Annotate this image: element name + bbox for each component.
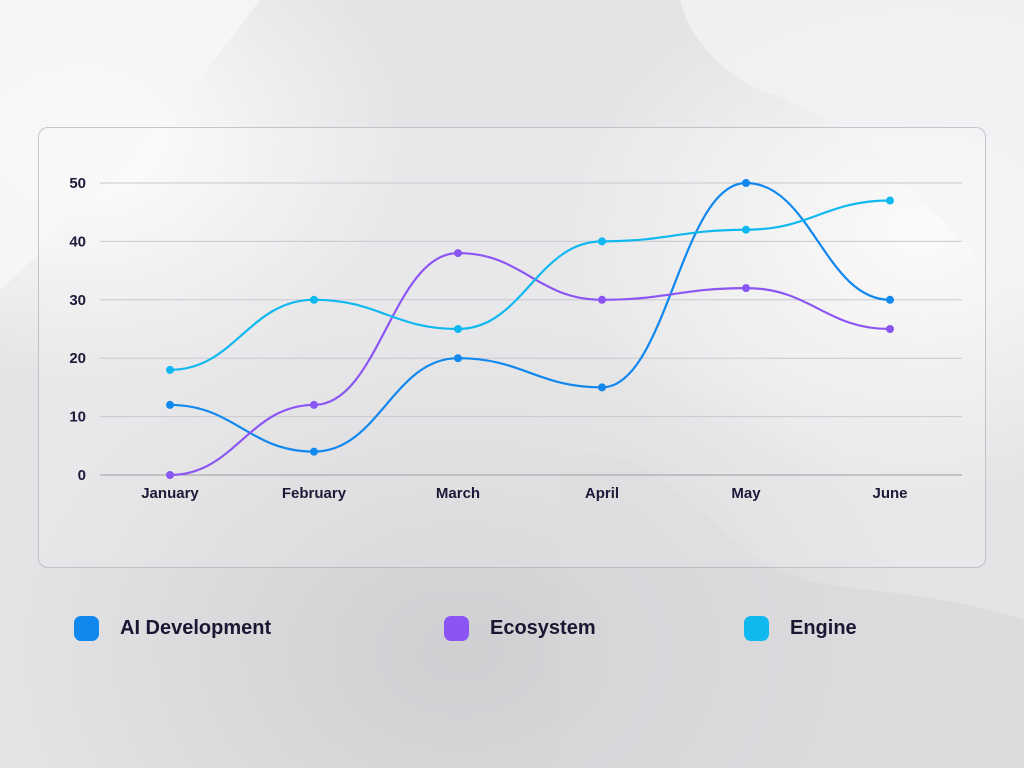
series-line-ai-development: [169, 181, 891, 453]
data-point-engine[interactable]: [886, 196, 894, 205]
series-engine: [166, 196, 894, 374]
data-point-engine[interactable]: [166, 365, 174, 374]
y-tick-label: 50: [69, 175, 86, 192]
legend-label-ai-development: AI Development: [120, 616, 272, 639]
x-tick-label: June: [872, 485, 907, 502]
data-point-ecosystem[interactable]: [166, 471, 174, 479]
legend-swatch-ecosystem: [444, 615, 469, 641]
data-point-ecosystem[interactable]: [454, 249, 462, 258]
legend-label-engine: Engine: [790, 616, 857, 639]
series-lines: [166, 179, 894, 479]
y-tick-label: 20: [69, 350, 86, 367]
data-point-ecosystem[interactable]: [310, 400, 318, 409]
data-point-ecosystem[interactable]: [886, 325, 894, 333]
legend-label-ecosystem: Ecosystem: [490, 616, 596, 639]
data-point-ai-development[interactable]: [886, 295, 894, 304]
series-line-engine: [169, 199, 891, 371]
data-point-ai-development[interactable]: [598, 383, 606, 392]
data-point-engine[interactable]: [598, 237, 606, 246]
x-tick-label: April: [585, 485, 619, 502]
y-tick-label: 40: [69, 233, 86, 250]
chart-panel: [38, 127, 986, 568]
legend-swatch-engine: [744, 615, 769, 641]
data-point-engine[interactable]: [742, 225, 750, 234]
y-tick-label: 30: [69, 292, 86, 309]
x-tick-label: February: [282, 485, 347, 502]
y-tick-label: 10: [69, 409, 86, 426]
legend-item-ai-development[interactable]: AI Development: [74, 612, 271, 644]
y-axis-ticks: 0 10 20 30 40 50: [69, 175, 86, 484]
data-point-ai-development[interactable]: [310, 447, 318, 456]
legend-item-ecosystem[interactable]: Ecosystem: [444, 612, 596, 644]
x-tick-label: March: [436, 485, 480, 502]
data-point-ai-development[interactable]: [454, 354, 462, 363]
x-axis-ticks: January February March April May June: [141, 485, 907, 502]
legend-item-engine[interactable]: Engine: [744, 612, 857, 644]
data-point-ecosystem[interactable]: [598, 295, 606, 304]
data-point-ecosystem[interactable]: [742, 284, 750, 293]
y-tick-label: 0: [78, 467, 86, 484]
x-tick-label: May: [731, 485, 761, 502]
series-ecosystem: [166, 249, 894, 479]
x-tick-label: January: [141, 485, 199, 502]
series-ai-development: [166, 179, 894, 456]
series-line-ecosystem: [169, 251, 891, 477]
data-point-ai-development[interactable]: [742, 179, 750, 187]
data-point-engine[interactable]: [454, 325, 462, 333]
data-point-engine[interactable]: [310, 295, 318, 304]
legend-swatch-ai-development: [74, 615, 99, 641]
data-point-ai-development[interactable]: [166, 400, 174, 409]
